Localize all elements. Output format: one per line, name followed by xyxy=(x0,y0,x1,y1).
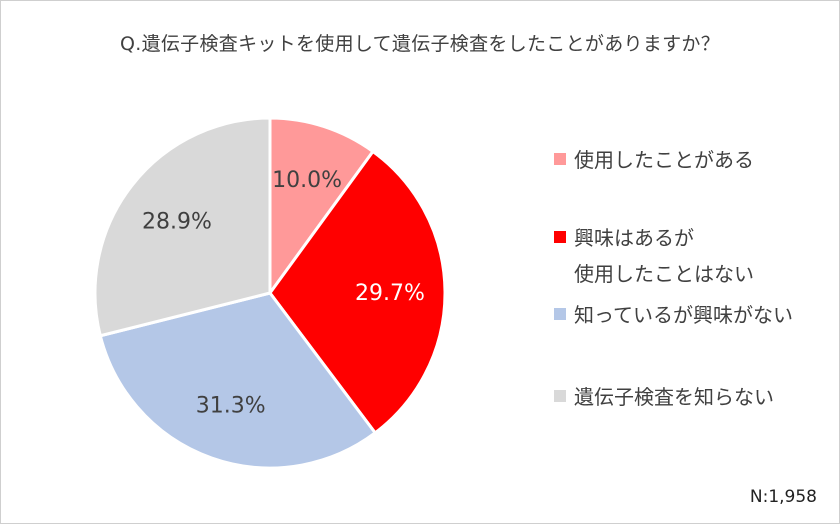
legend-swatch xyxy=(554,390,566,402)
pie-slice-interested xyxy=(268,149,447,435)
legend-item-unaware: 遺伝子検査を知らない xyxy=(554,379,774,415)
data-label: 10.0% xyxy=(272,168,342,193)
legend-label: 知っているが興味がない xyxy=(574,303,793,327)
pie-slice-unaware xyxy=(93,116,272,338)
legend-item-used: 使用したことがある xyxy=(554,142,754,178)
pie-slice-aware xyxy=(98,291,378,470)
legend-swatch xyxy=(554,153,566,165)
pie-slice-used xyxy=(268,116,376,298)
chart-title: Q.遺伝子検査キットを使用して遺伝子検査をしたことがありますか？ xyxy=(119,33,721,55)
legend-label: 興味はあるが xyxy=(574,226,694,250)
legend-label: 使用したことがある xyxy=(574,148,754,172)
legend-label: 遺伝子検査を知らない xyxy=(574,385,774,409)
legend-item-aware: 知っているが興味がない xyxy=(554,297,793,333)
data-label: 28.9% xyxy=(142,209,212,234)
data-label: 29.7% xyxy=(355,281,425,306)
legend-swatch xyxy=(554,231,566,243)
data-label: 31.3% xyxy=(196,393,266,418)
sample-size: N:1,958 xyxy=(749,487,817,507)
legend-item-interested: 興味はあるが 使用したことはない xyxy=(554,220,754,292)
legend-label-line2: 使用したことはない xyxy=(574,262,754,286)
legend-swatch xyxy=(554,308,566,320)
